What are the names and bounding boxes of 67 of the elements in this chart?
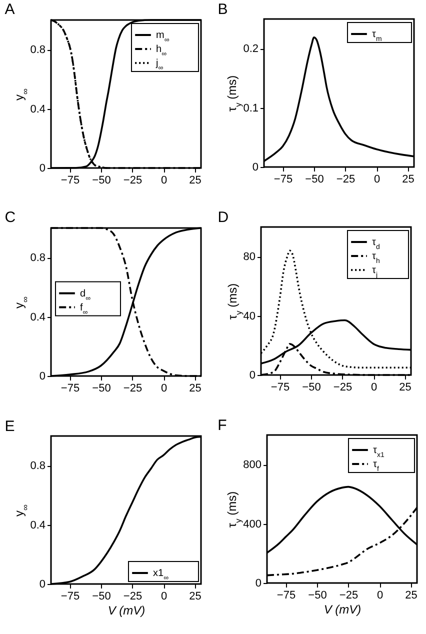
y-tick-label: 0.8 — [30, 44, 46, 56]
x-axis-title: V (mV) — [108, 604, 146, 618]
x-tick-label: 0 — [374, 174, 380, 186]
legend-label: τ$_{x1}$ — [373, 445, 384, 458]
x-tick-label: 0 — [160, 590, 168, 602]
y-tick-label: 40 — [243, 310, 256, 322]
x-tick-label: −25 — [123, 174, 142, 186]
x-axis-title: V (mV) — [324, 602, 362, 616]
legend-label: τ$_{f}$ — [373, 459, 379, 472]
y-tick-label: 0.4 — [30, 311, 46, 324]
x-tick-label: −25 — [333, 382, 352, 394]
x-tick-label: −50 — [308, 590, 327, 602]
legend-label: h$_{∞}$ — [156, 44, 167, 58]
x-tick-label: −75 — [60, 174, 80, 186]
x-tick-label: 25 — [405, 590, 418, 602]
x-tick-label: 25 — [189, 174, 202, 186]
legend-label: m$_{∞}$ — [156, 30, 170, 44]
legend-label: τ$_{m}$ — [372, 29, 382, 42]
x-tick-label: −25 — [123, 382, 142, 394]
chart-title: A — [4, 1, 15, 18]
x-tick-label: −50 — [302, 382, 321, 394]
x-tick-label: −25 — [339, 590, 358, 602]
y-tick-label: 80 — [243, 251, 256, 264]
x-tick-label: 0 — [370, 382, 378, 394]
x-tick-label: −25 — [123, 590, 142, 602]
y-tick-label: 0 — [39, 370, 46, 382]
x-tick-label: −75 — [274, 174, 293, 186]
x-tick-label: −75 — [60, 382, 80, 394]
x-tick-label: 25 — [189, 590, 202, 602]
chart-title: D — [218, 209, 229, 226]
x-tick-label: −75 — [276, 590, 296, 602]
chart-title: E — [4, 418, 15, 435]
y-tick-label: 0 — [39, 162, 46, 174]
y-tick-label: 0.8 — [30, 252, 46, 264]
x-tick-label: 0 — [376, 590, 384, 602]
chart-title: F — [218, 417, 227, 434]
x-tick-label: −50 — [92, 382, 111, 394]
y-tick-label: 400 — [243, 518, 262, 530]
x-tick-label: 25 — [189, 382, 202, 394]
y-tick-label: 0.1 — [243, 102, 258, 114]
y-tick-label: 0.8 — [30, 460, 46, 472]
legend-label: τ$_{d}$ — [372, 237, 380, 250]
x-tick-label: 25 — [399, 382, 412, 394]
y-tick-label: 0 — [249, 370, 256, 382]
x-tick-label: −75 — [60, 590, 80, 602]
y-tick-label: 0.2 — [243, 43, 258, 56]
y-tick-label: 0.4 — [30, 103, 46, 116]
x-tick-label: −75 — [270, 382, 290, 394]
x-tick-label: 0 — [160, 382, 168, 394]
legend-label: d$_{∞}$ — [80, 288, 91, 302]
x-tick-label: −50 — [92, 174, 111, 186]
x-tick-label: 25 — [402, 174, 414, 186]
y-tick-label: 0 — [252, 162, 258, 174]
x-tick-label: −25 — [336, 174, 356, 186]
x-tick-label: 0 — [160, 174, 168, 186]
x-tick-label: −50 — [305, 174, 324, 186]
legend-label: x1$_{∞}$ — [153, 568, 169, 582]
legend-label: j$_{∞}$ — [155, 58, 164, 72]
y-tick-label: 0.4 — [30, 519, 46, 532]
y-tick-label: 800 — [243, 459, 262, 472]
y-tick-label: 0 — [255, 578, 262, 590]
x-tick-label: −50 — [92, 590, 111, 602]
legend-label: τ$_{h}$ — [372, 251, 380, 264]
chart-title: C — [4, 209, 16, 226]
chart-title: B — [218, 1, 228, 18]
legend-label: f$_{∞}$ — [80, 302, 88, 316]
y-tick-label: 0 — [39, 578, 46, 590]
